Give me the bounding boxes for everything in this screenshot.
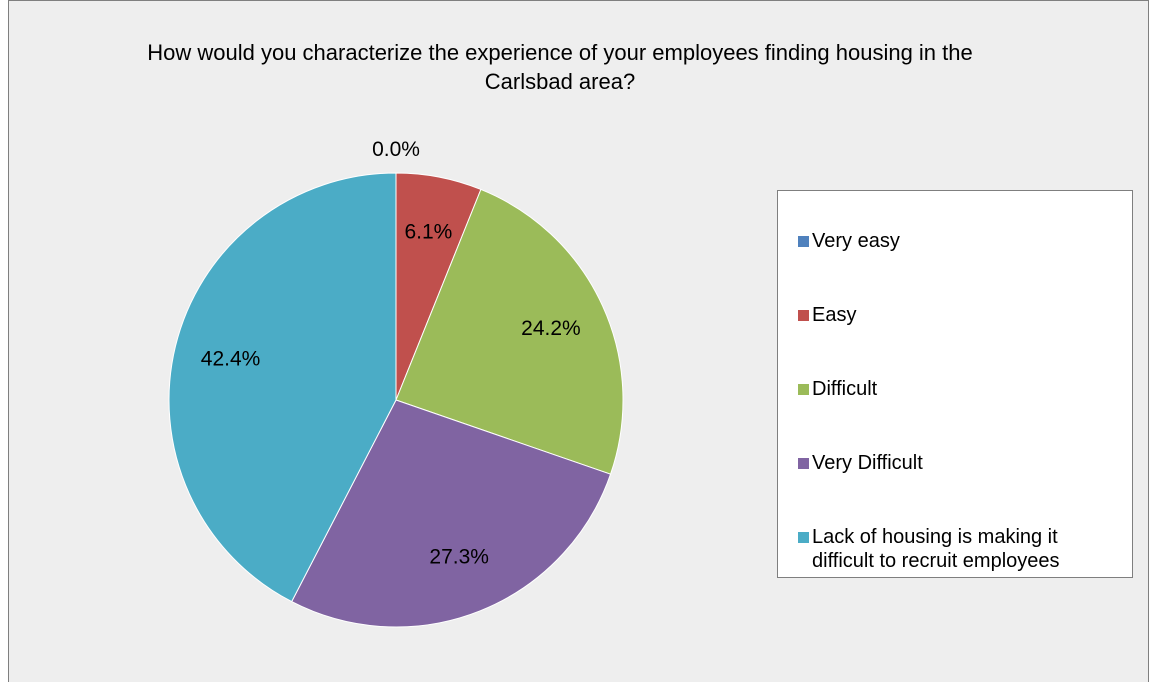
legend-entry: Difficult: [798, 377, 1124, 451]
data-label: 27.3%: [429, 546, 489, 569]
legend-entry: Lack of housing is making it difficult t…: [798, 525, 1124, 599]
data-label: 0.0%: [372, 138, 420, 161]
pie-slice: [395, 188, 624, 475]
legend-entry: Very easy: [798, 229, 1124, 303]
legend-swatch: [798, 310, 809, 321]
legend-swatch: [798, 458, 809, 469]
legend-label: Very Difficult: [812, 452, 923, 474]
legend-entry: Very Difficult: [798, 451, 1124, 525]
legend: Very easy Easy Difficult Very Difficult Lack…: [777, 190, 1133, 578]
legend-label: Very easy: [812, 230, 900, 252]
legend-label: Difficult: [812, 378, 878, 400]
data-label: 42.4%: [201, 347, 261, 370]
legend-swatch: [798, 236, 809, 247]
data-label: 6.1%: [404, 220, 452, 243]
legend-label: Easy: [812, 304, 857, 326]
pie-slice: [168, 172, 397, 603]
data-label: 24.2%: [521, 317, 581, 340]
legend-label: Lack of housing is making it difficult t…: [812, 526, 1060, 572]
legend-swatch: [798, 532, 809, 543]
pie-slice: [291, 399, 612, 628]
legend-entry: Easy: [798, 303, 1124, 377]
legend-swatch: [798, 384, 809, 395]
chart-title: How would you characterize the experienc…: [147, 40, 973, 94]
